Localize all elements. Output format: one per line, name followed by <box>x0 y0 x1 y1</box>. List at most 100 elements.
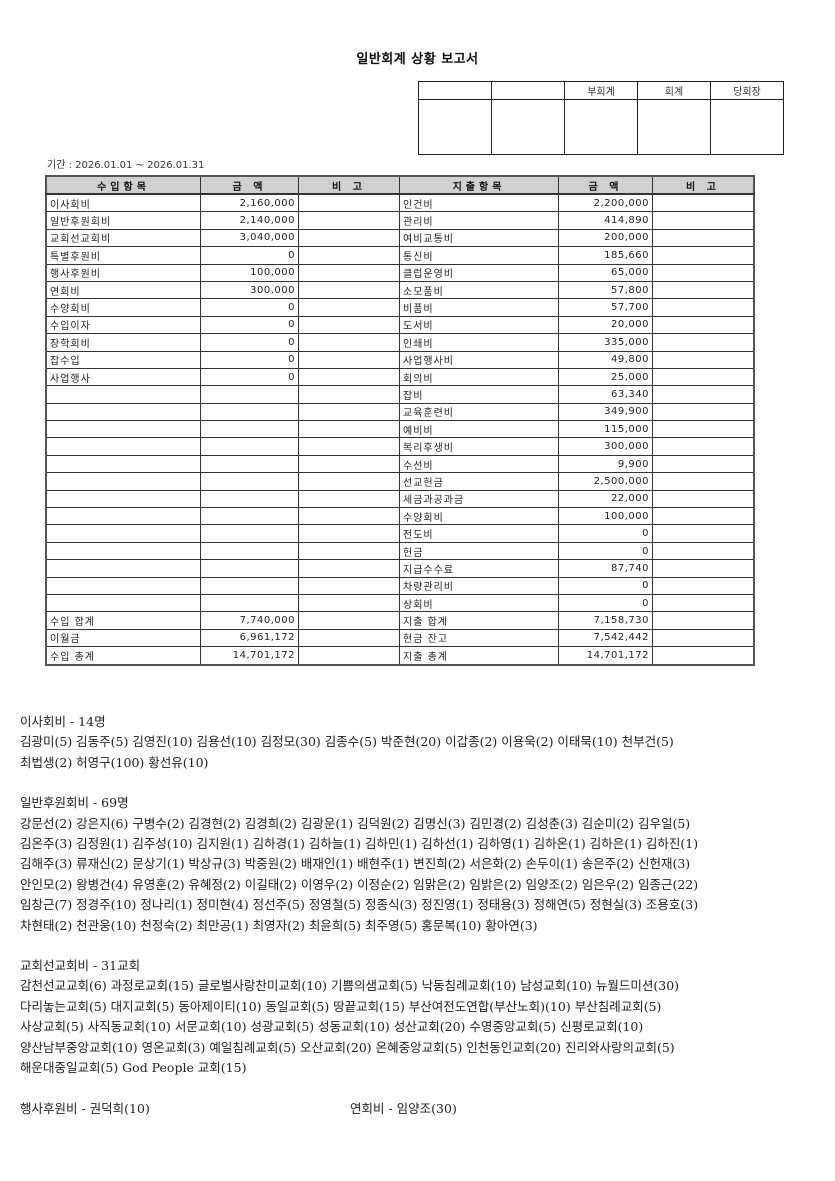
donor-line: 김광미(5) 김동주(5) 김영진(10) 김용선(10) 김정모(30) 김종… <box>20 734 674 750</box>
donor-line: 감천선교교회(6) 과정로교회(15) 글로벌사랑찬미교회(10) 기쁨의샘교회… <box>20 978 680 994</box>
income-amount: 300,000 <box>200 280 299 300</box>
approval-header <box>491 81 565 100</box>
column-header: 금 액 <box>200 175 299 195</box>
expense-note <box>652 559 755 578</box>
income-note <box>298 489 400 509</box>
expense-amount: 49,800 <box>558 350 653 369</box>
expense-note <box>652 402 755 422</box>
income-item <box>45 576 201 595</box>
approval-signature-cell <box>637 99 711 155</box>
expense-note <box>652 211 755 230</box>
income-note <box>298 472 400 491</box>
expense-amount: 87,740 <box>558 559 653 578</box>
expense-item: 예비비 <box>399 420 559 439</box>
income-note <box>298 576 400 595</box>
expense-amount: 14,701,172 <box>558 646 653 666</box>
expense-note <box>652 593 755 613</box>
table-row: 차량관리비 0 <box>45 576 755 595</box>
table-row: 선교헌금 2,500,000 <box>45 472 755 491</box>
expense-note <box>652 646 755 666</box>
approval-signature-cell <box>710 99 784 155</box>
expense-item: 수선비 <box>399 454 559 474</box>
expense-amount: 185,660 <box>558 246 653 265</box>
income-item <box>45 489 201 509</box>
income-item: 장학회비 <box>45 333 201 352</box>
income-item <box>45 559 201 578</box>
income-note <box>298 333 400 352</box>
expense-note <box>652 193 755 213</box>
expense-note <box>652 367 755 387</box>
expense-note <box>652 315 755 335</box>
income-amount <box>200 507 299 526</box>
income-item <box>45 437 201 456</box>
income-amount: 100,000 <box>200 263 299 282</box>
expense-amount: 25,000 <box>558 367 653 387</box>
expense-note <box>652 472 755 491</box>
expense-note <box>652 628 755 648</box>
expense-note <box>652 246 755 265</box>
income-amount: 7,740,000 <box>200 611 299 630</box>
table-row: 교육훈련비 349,900 <box>45 402 755 422</box>
income-note <box>298 246 400 265</box>
income-item: 잡수입 <box>45 350 201 369</box>
table-row: 교회선교회비 3,040,000 여비교통비 200,000 <box>45 228 755 248</box>
income-amount: 0 <box>200 298 299 317</box>
income-amount <box>200 454 299 474</box>
expense-note <box>652 298 755 317</box>
income-note <box>298 611 400 630</box>
income-item: 수양회비 <box>45 298 201 317</box>
income-note <box>298 228 400 248</box>
expense-item: 도서비 <box>399 315 559 335</box>
donor-section: 이사회비 - 14명 김광미(5) 김동주(5) 김영진(10) 김용선(10) … <box>20 712 820 773</box>
expense-item: 사업행사비 <box>399 350 559 369</box>
expense-item: 현금 잔고 <box>399 628 559 648</box>
approval-header: 부회계 <box>564 81 638 100</box>
income-item <box>45 385 201 404</box>
notes: 이사회비 - 14명 김광미(5) 김동주(5) 김영진(10) 김용선(10) … <box>20 712 820 1119</box>
income-amount <box>200 437 299 456</box>
income-amount <box>200 420 299 439</box>
other-donors: 행사후원비 - 권덕희(10) 연회비 - 임양조(30) <box>20 1099 820 1119</box>
income-item: 행사후원비 <box>45 263 201 282</box>
donor-line: 양산남부중앙교회(10) 영온교회(3) 예일침례교회(5) 오산교회(20) … <box>20 1039 675 1055</box>
expense-amount: 22,000 <box>558 489 653 509</box>
section-heading: 일반후원회비 - 69명 <box>20 795 129 811</box>
income-amount: 0 <box>200 333 299 352</box>
expense-amount: 0 <box>558 541 653 561</box>
income-item <box>45 593 201 613</box>
table-row: 수선비 9,900 <box>45 454 755 474</box>
table-row: 전도비 0 <box>45 524 755 543</box>
table-row: 잡비 63,340 <box>45 385 755 404</box>
income-amount: 3,040,000 <box>200 228 299 248</box>
expense-amount: 9,900 <box>558 454 653 474</box>
table-row: 복리후생비 300,000 <box>45 437 755 456</box>
income-amount <box>200 593 299 613</box>
income-note <box>298 211 400 230</box>
expense-item: 세금과공과금 <box>399 489 559 509</box>
income-note <box>298 559 400 578</box>
table-row: 행사후원비 100,000 클럽운영비 65,000 <box>45 263 755 282</box>
table-row: 상회비 0 <box>45 593 755 613</box>
income-note <box>298 646 400 666</box>
expense-amount: 0 <box>558 524 653 543</box>
expense-note <box>652 524 755 543</box>
expense-note <box>652 228 755 248</box>
expense-note <box>652 420 755 439</box>
income-amount <box>200 472 299 491</box>
column-header: 지출항목 <box>399 175 559 195</box>
event-support-line: 행사후원비 - 권덕희(10) <box>20 1100 150 1116</box>
expense-amount: 0 <box>558 576 653 595</box>
expense-item: 소모품비 <box>399 280 559 300</box>
expense-note <box>652 541 755 561</box>
income-item: 이월금 <box>45 628 201 648</box>
approval-box: 부회계 회계 당회장 <box>418 81 784 155</box>
column-header: 금 액 <box>558 175 653 195</box>
approval-header: 회계 <box>637 81 711 100</box>
expense-note <box>652 437 755 456</box>
expense-item: 교육훈련비 <box>399 402 559 422</box>
expense-amount: 349,900 <box>558 402 653 422</box>
expense-note <box>652 263 755 282</box>
expense-note <box>652 507 755 526</box>
income-note <box>298 437 400 456</box>
